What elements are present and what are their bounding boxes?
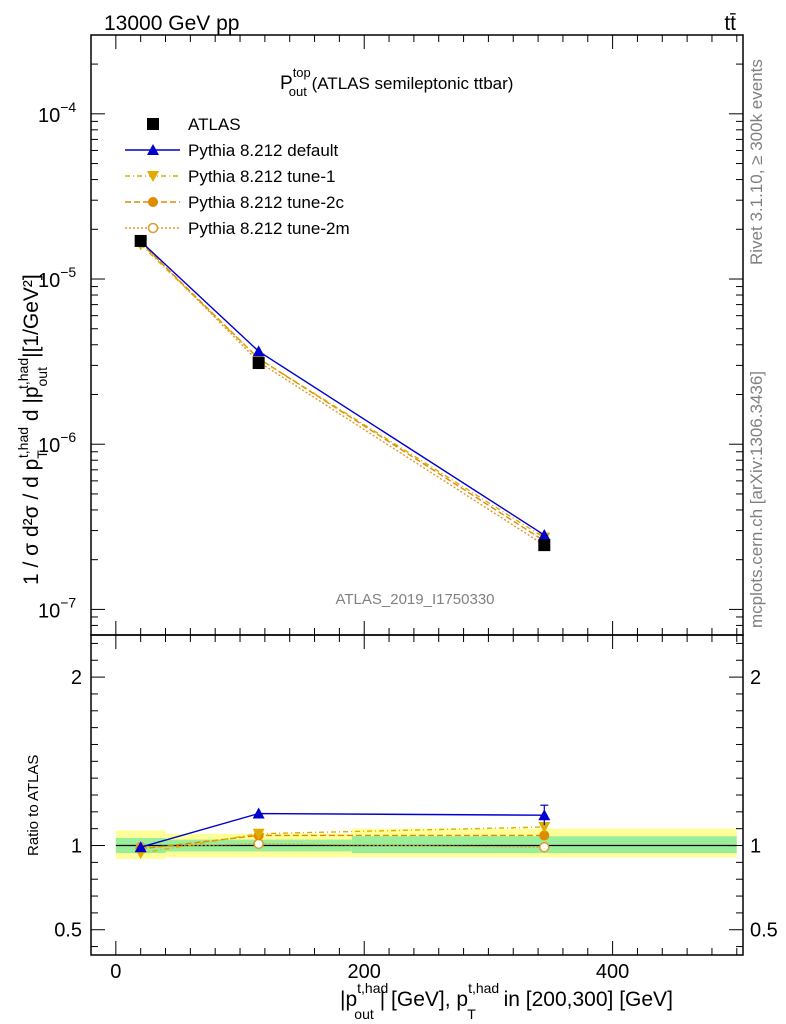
x-axis-label: |pt,had out| [GeV], pt,had T in [200,300] …	[340, 980, 673, 1022]
main-y-tick-label: 10−5	[38, 264, 76, 292]
legend-entry-data: ATLAS	[147, 115, 241, 134]
series-line-tune1	[140, 243, 545, 539]
plot-title-base: P	[280, 73, 293, 94]
x-label-sub1: out	[354, 1006, 374, 1022]
y-label-sub-out: out	[34, 367, 50, 387]
plot-title-sub: out	[289, 84, 307, 99]
ratio-y-tick-label: 0.5	[54, 920, 82, 942]
series-tune2c	[135, 237, 550, 546]
main-panel: 10−410−510−610−7 Ptop out (ATLAS semilept…	[15, 34, 744, 636]
main-y-tick-base: 10	[38, 435, 60, 457]
legend-entry-default: Pythia 8.212 default	[125, 141, 339, 160]
plot-title-rest: (ATLAS semileptonic ttbar)	[307, 74, 514, 93]
ratio-point-tune2c	[539, 830, 550, 841]
series-line-default	[140, 240, 545, 536]
ratio-line-tune1	[140, 826, 545, 854]
main-y-tick-label: 10−6	[38, 429, 76, 457]
main-y-axis-label: 1 / σ d²σ / d pTt,had d |poutt,had|[1/Ge…	[15, 274, 50, 585]
main-y-tick-base: 10	[38, 105, 60, 127]
ratio-x-tick-label: 200	[348, 961, 381, 983]
x-label-p2: | [GeV], p	[380, 988, 468, 1011]
analysis-watermark: ATLAS_2019_I1750330	[335, 591, 494, 608]
x-label-p1: |p	[340, 988, 357, 1011]
ratio-point-tune1	[538, 822, 551, 833]
y-label-mid: d |p	[20, 387, 43, 427]
header-process: tt̄	[724, 12, 736, 35]
ratio-axis-ticks	[91, 635, 743, 955]
ratio-point-tune2m	[253, 838, 264, 850]
ratio-series-default	[134, 807, 551, 853]
legend-entry-tune2c: Pythia 8.212 tune-2c	[125, 193, 344, 212]
y-label-main: 1 / σ d²σ / d p	[20, 459, 43, 585]
y-label-sup-out: t,had	[15, 358, 31, 389]
legend-entry-tune1: Pythia 8.212 tune-1	[125, 167, 335, 186]
series-point-data	[538, 539, 551, 552]
main-axis-ticks	[91, 35, 743, 636]
main-y-tick-labels: 10−410−510−610−7	[38, 99, 76, 623]
ratio-point-default	[252, 807, 265, 819]
ratio-x-tick-label: 0	[110, 961, 121, 983]
main-y-tick-exp: −4	[60, 99, 76, 115]
x-label-p3: in [200,300] [GeV]	[498, 988, 673, 1011]
header-energy: 13000 GeV pp	[104, 12, 239, 35]
rivet-version: Rivet 3.1.10, ≥ 300k events	[747, 59, 766, 265]
plot-title-sup: top	[293, 65, 311, 80]
ratio-y-tick-labels: 2 2 1 1 0.5 0.5	[54, 667, 778, 942]
ratio-frame	[90, 634, 744, 956]
x-label-sub2: T	[467, 1006, 476, 1022]
main-series	[134, 234, 551, 552]
legend-label-tune2c: Pythia 8.212 tune-2c	[188, 193, 344, 212]
x-label-sup2: t,had	[468, 980, 499, 996]
ratio-y-axis-label: Ratio to ATLAS	[25, 755, 42, 856]
legend-marker-tune1	[147, 171, 159, 182]
y-label-end: |[1/GeV²]	[20, 274, 43, 358]
ratio-y-tick-label-right: 0.5	[750, 920, 778, 942]
legend-entry-tune2m: Pythia 8.212 tune-2m	[125, 219, 350, 238]
series-tune2m	[135, 236, 550, 551]
ratio-x-tick-labels: 0 200 400	[110, 961, 629, 983]
plot-title: Ptop out (ATLAS semileptonic ttbar)	[280, 65, 513, 99]
main-y-tick-base: 10	[38, 270, 60, 292]
x-label-sup1: t,had	[357, 980, 388, 996]
legend: ATLAS Pythia 8.212 default Pythia 8.212 tu…	[125, 115, 350, 238]
ratio-point-default	[134, 841, 147, 853]
main-y-tick-label: 10−4	[38, 99, 76, 127]
ratio-line-tune2m	[140, 843, 545, 848]
main-y-tick-label: 10−7	[38, 594, 76, 622]
series-default	[134, 235, 551, 541]
legend-label-data: ATLAS	[188, 115, 241, 134]
ratio-y-tick-label: 1	[71, 836, 82, 858]
ratio-y-tick-label: 2	[71, 667, 82, 689]
legend-label-tune2m: Pythia 8.212 tune-2m	[188, 219, 350, 238]
series-point-default	[538, 529, 551, 541]
legend-marker-default	[147, 144, 159, 155]
main-y-tick-exp: −5	[60, 264, 76, 280]
main-y-tick-exp: −6	[60, 429, 76, 445]
series-line-tune2m	[140, 241, 545, 546]
legend-label-default: Pythia 8.212 default	[188, 141, 339, 160]
ratio-x-tick-label: 400	[596, 961, 629, 983]
main-y-tick-exp: −7	[60, 594, 76, 610]
series-point-data	[252, 357, 265, 370]
mcplots-credit: mcplots.cern.ch [arXiv:1306.3436]	[747, 371, 766, 628]
legend-label-tune1: Pythia 8.212 tune-1	[188, 167, 335, 186]
ratio-y-tick-label-right: 2	[750, 667, 761, 689]
ratio-point-tune2m	[539, 841, 550, 853]
series-point-default	[252, 345, 265, 357]
series-point-data	[134, 234, 147, 247]
ratio-panel: 2 21 10.5 0.5 0 200 400 Ratio to ATLAS |pt,ha…	[25, 634, 778, 1022]
ratio-point-tune1	[252, 828, 265, 840]
ratio-series	[134, 804, 551, 860]
legend-marker-tune2m	[147, 222, 159, 234]
ratio-uncertainty-bands	[115, 828, 737, 859]
ratio-y-tick-label-right: 1	[750, 836, 761, 858]
y-label-sup-thad: t,had	[15, 427, 31, 458]
legend-marker-tune2c	[148, 197, 158, 207]
series-data	[134, 234, 551, 552]
main-y-tick-base: 10	[38, 600, 60, 622]
legend-marker-data	[147, 118, 159, 130]
y-label-sub-t: T	[34, 450, 50, 459]
